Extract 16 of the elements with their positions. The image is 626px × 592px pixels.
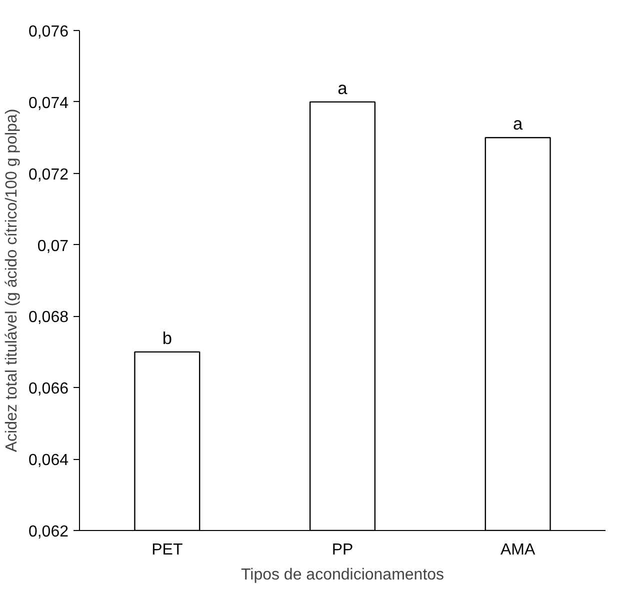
x-axis-title: Tipos de acondicionamentos	[240, 566, 444, 584]
y-tick-label: 0,062	[28, 524, 69, 540]
y-tick-label: 0,07	[37, 238, 69, 255]
x-tick-label: AMA	[500, 542, 536, 558]
x-tick-label: PP	[332, 542, 354, 558]
y-axis-title: Acidez total titulável (g ácido cítrico/100 g polpa)	[3, 108, 20, 452]
y-tick-label: 0,072	[28, 166, 69, 184]
annotation: b	[162, 328, 172, 348]
x-tick-label: PET	[152, 542, 183, 558]
annotation: a	[338, 78, 348, 98]
y-tick-label: 0,064	[28, 452, 69, 470]
y-tick-label: 0,066	[28, 380, 69, 398]
y-tick-label: 0,076	[28, 24, 69, 40]
y-tick-label: 0,068	[28, 309, 69, 326]
y-tick-label: 0,074	[28, 94, 69, 112]
annotation: a	[513, 114, 524, 134]
